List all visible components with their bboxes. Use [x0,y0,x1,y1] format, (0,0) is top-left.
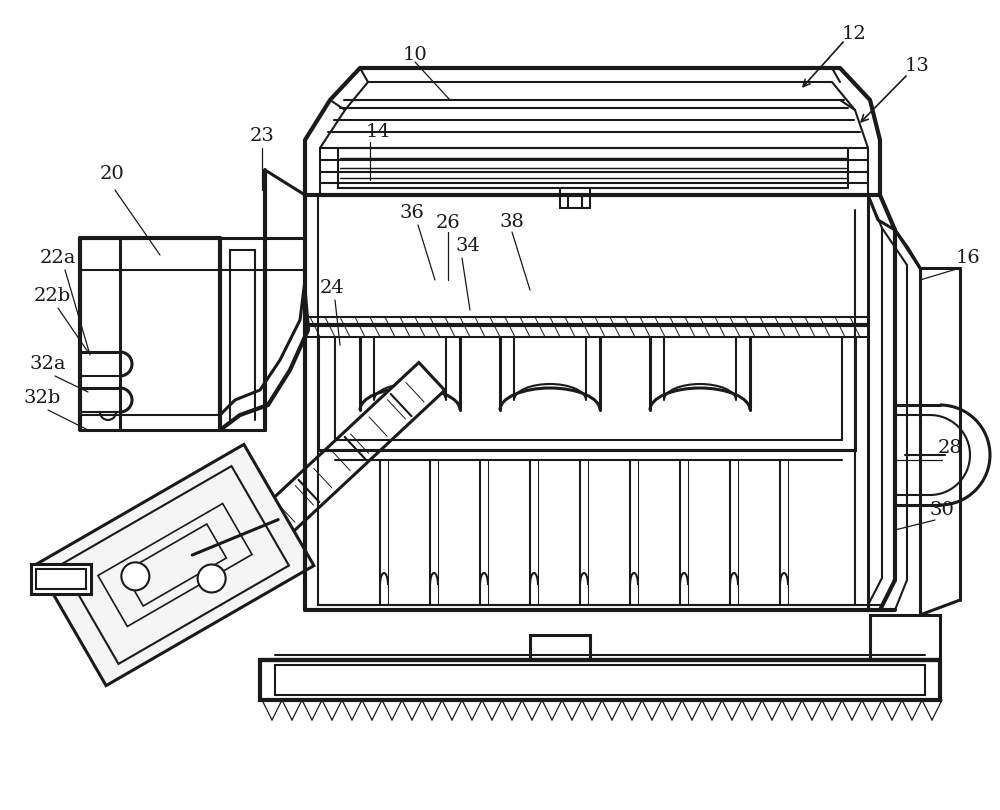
Bar [31,565,91,595]
Text: 36: 36 [400,204,424,222]
Circle shape [198,565,226,592]
Text: 14: 14 [366,123,390,141]
Text: 13: 13 [905,57,929,75]
Bar [275,665,925,695]
Polygon shape [265,363,445,534]
Text: 28: 28 [938,439,962,457]
Text: 23: 23 [250,127,274,145]
Bar [530,635,590,660]
Bar [560,188,590,208]
Text: 12: 12 [842,25,866,43]
Text: 22b: 22b [33,287,71,305]
Bar [338,148,848,188]
Circle shape [121,562,149,590]
Text: 24: 24 [320,279,344,297]
Text: 34: 34 [456,237,480,255]
Polygon shape [36,445,314,685]
Text: 32b: 32b [23,389,61,407]
Text: 26: 26 [436,214,460,232]
Text: 30: 30 [930,501,954,519]
Text: 22a: 22a [40,249,76,267]
Bar [260,660,940,700]
Text: 32a: 32a [30,355,66,373]
Bar [870,615,940,660]
Bar [36,569,86,590]
Text: 10: 10 [403,46,427,64]
Text: 16: 16 [956,249,980,267]
Text: 38: 38 [500,213,524,231]
Text: 20: 20 [100,165,124,183]
